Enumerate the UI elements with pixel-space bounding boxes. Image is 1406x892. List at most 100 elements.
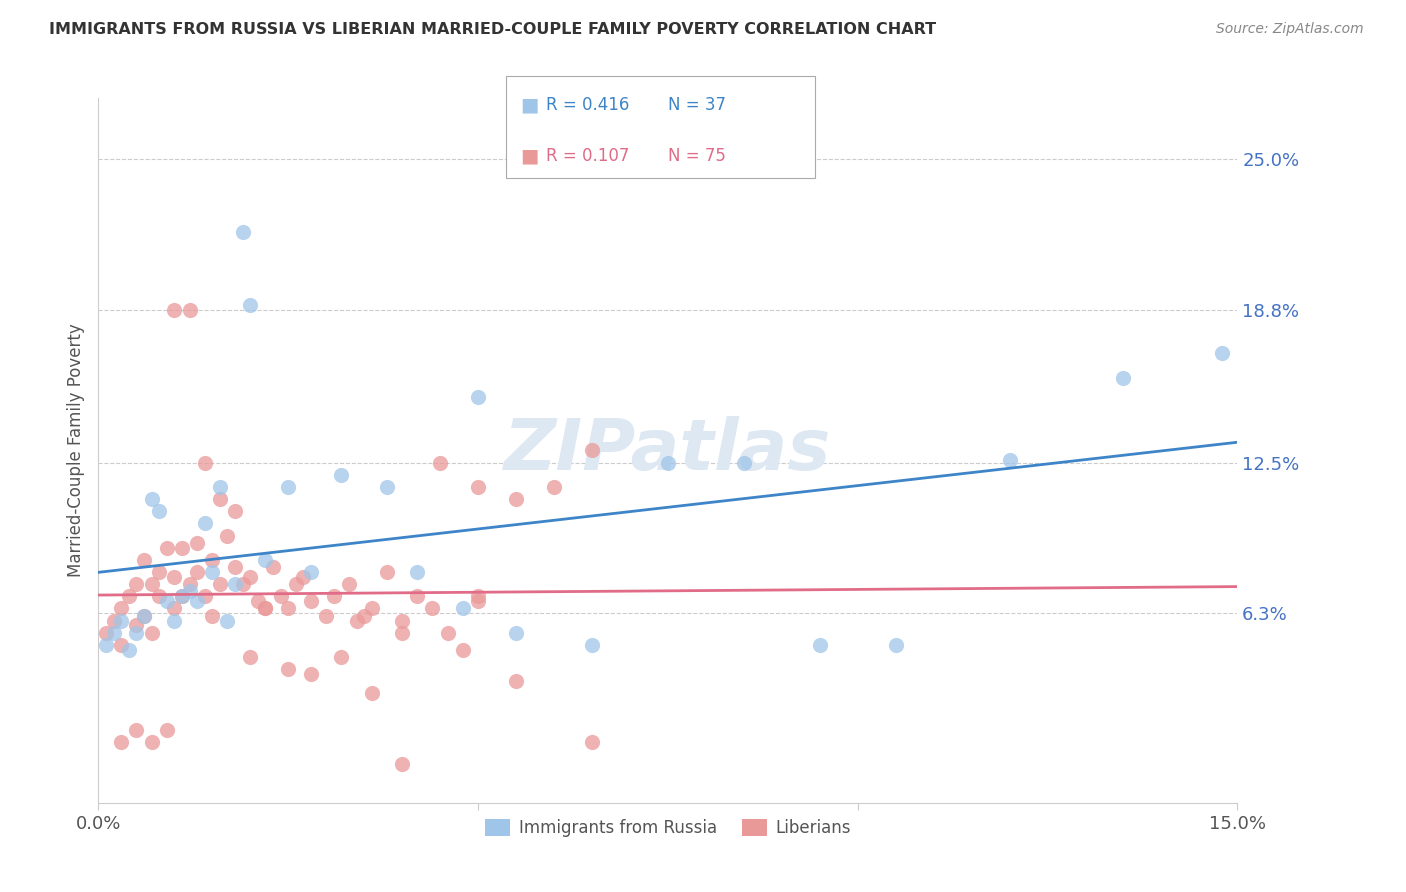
- Point: [118, 642, 141, 657]
- Point: [375, 565, 398, 579]
- Point: [391, 614, 413, 628]
- Point: [208, 480, 231, 494]
- Point: [391, 625, 413, 640]
- Point: [94, 625, 117, 640]
- Point: [125, 625, 148, 640]
- Point: [141, 491, 163, 506]
- Point: [299, 667, 322, 681]
- Point: [125, 577, 148, 591]
- Point: [239, 570, 262, 584]
- Point: [132, 608, 155, 623]
- Point: [429, 456, 451, 470]
- Point: [239, 650, 262, 665]
- Text: R = 0.107: R = 0.107: [546, 147, 628, 165]
- Point: [103, 614, 125, 628]
- Point: [467, 589, 489, 603]
- Point: [292, 570, 315, 584]
- Y-axis label: Married-Couple Family Poverty: Married-Couple Family Poverty: [66, 324, 84, 577]
- Point: [118, 589, 141, 603]
- Point: [141, 577, 163, 591]
- Point: [110, 735, 132, 749]
- Point: [194, 516, 217, 531]
- Point: [330, 467, 353, 482]
- Point: [163, 570, 186, 584]
- Point: [884, 638, 907, 652]
- Point: [110, 601, 132, 615]
- Point: [110, 614, 132, 628]
- Text: ■: ■: [520, 146, 538, 165]
- Point: [186, 565, 208, 579]
- Point: [246, 594, 269, 608]
- Point: [254, 553, 277, 567]
- Point: [170, 589, 193, 603]
- Point: [148, 589, 170, 603]
- Point: [201, 565, 224, 579]
- Point: [277, 480, 299, 494]
- Point: [163, 601, 186, 615]
- Text: IMMIGRANTS FROM RUSSIA VS LIBERIAN MARRIED-COUPLE FAMILY POVERTY CORRELATION CHA: IMMIGRANTS FROM RUSSIA VS LIBERIAN MARRI…: [49, 22, 936, 37]
- Point: [103, 625, 125, 640]
- Point: [125, 723, 148, 737]
- Point: [156, 723, 179, 737]
- Point: [254, 601, 277, 615]
- Point: [406, 565, 429, 579]
- Point: [262, 560, 284, 574]
- Point: [436, 625, 458, 640]
- Point: [505, 491, 527, 506]
- Point: [581, 443, 603, 458]
- Text: N = 75: N = 75: [668, 147, 725, 165]
- Point: [208, 491, 231, 506]
- Point: [315, 608, 337, 623]
- Point: [201, 608, 224, 623]
- Point: [179, 584, 201, 599]
- Point: [179, 302, 201, 317]
- Point: [132, 553, 155, 567]
- Point: [217, 528, 239, 542]
- Point: [337, 577, 360, 591]
- Text: R = 0.416: R = 0.416: [546, 95, 628, 113]
- Point: [581, 638, 603, 652]
- Point: [163, 614, 186, 628]
- Point: [406, 589, 429, 603]
- Point: [375, 480, 398, 494]
- Point: [451, 642, 474, 657]
- Point: [360, 686, 382, 700]
- Point: [186, 536, 208, 550]
- Point: [657, 456, 679, 470]
- Point: [277, 662, 299, 676]
- Point: [284, 577, 307, 591]
- Point: [125, 618, 148, 632]
- Point: [733, 456, 755, 470]
- Point: [467, 480, 489, 494]
- Point: [156, 541, 179, 555]
- Point: [505, 625, 527, 640]
- Point: [277, 601, 299, 615]
- Point: [156, 594, 179, 608]
- Point: [194, 589, 217, 603]
- Point: [467, 390, 489, 404]
- Point: [1112, 370, 1135, 384]
- Point: [94, 638, 117, 652]
- Point: [141, 625, 163, 640]
- Point: [232, 577, 254, 591]
- Point: [201, 553, 224, 567]
- Point: [353, 608, 375, 623]
- Point: [186, 594, 208, 608]
- Text: N = 37: N = 37: [668, 95, 725, 113]
- Point: [391, 756, 413, 771]
- Point: [467, 594, 489, 608]
- Point: [224, 504, 246, 518]
- Text: Source: ZipAtlas.com: Source: ZipAtlas.com: [1216, 22, 1364, 37]
- Point: [110, 638, 132, 652]
- Legend: Immigrants from Russia, Liberians: Immigrants from Russia, Liberians: [478, 813, 858, 844]
- Point: [148, 504, 170, 518]
- Point: [232, 225, 254, 239]
- Point: [217, 614, 239, 628]
- Text: ZIPatlas: ZIPatlas: [505, 416, 831, 485]
- Point: [543, 480, 565, 494]
- Point: [194, 456, 217, 470]
- Point: [170, 589, 193, 603]
- Point: [141, 735, 163, 749]
- Point: [330, 650, 353, 665]
- Point: [208, 577, 231, 591]
